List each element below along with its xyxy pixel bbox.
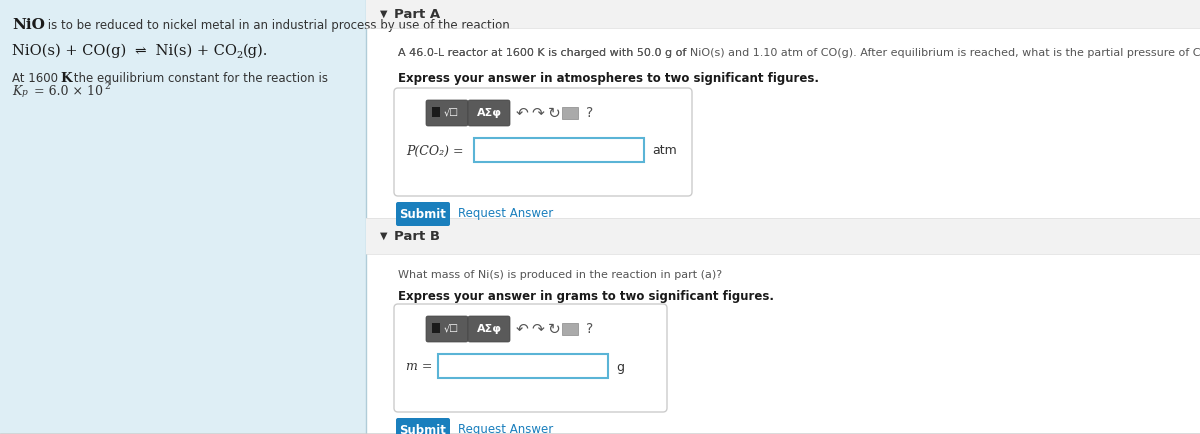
- Bar: [438, 354, 608, 378]
- Text: Request Answer: Request Answer: [458, 207, 553, 220]
- Text: Ni(s) + CO: Ni(s) + CO: [151, 44, 238, 58]
- Text: ?: ?: [587, 106, 594, 120]
- Text: Part B: Part B: [394, 230, 440, 243]
- Text: A 46.0-L reactor at 1600 K is charged with 50.0 g of: A 46.0-L reactor at 1600 K is charged wi…: [398, 48, 690, 58]
- Text: 2: 2: [104, 82, 109, 91]
- Text: Express your answer in atmospheres to two significant figures.: Express your answer in atmospheres to tw…: [398, 72, 818, 85]
- Text: is to be reduced to nickel metal in an industrial process by use of the reaction: is to be reduced to nickel metal in an i…: [44, 19, 510, 32]
- Text: Submit: Submit: [400, 424, 446, 434]
- Text: K: K: [60, 72, 72, 85]
- FancyBboxPatch shape: [468, 316, 510, 342]
- Text: ↶: ↶: [516, 105, 528, 121]
- Bar: [562, 323, 578, 335]
- Text: ↶: ↶: [516, 322, 528, 336]
- Text: AΣφ: AΣφ: [476, 108, 502, 118]
- Text: NiO: NiO: [12, 18, 44, 32]
- Text: √☐: √☐: [444, 108, 458, 118]
- Bar: [562, 107, 578, 119]
- Text: Submit: Submit: [400, 207, 446, 220]
- FancyBboxPatch shape: [426, 316, 468, 342]
- Text: ↷: ↷: [532, 105, 545, 121]
- Text: ↻: ↻: [547, 322, 560, 336]
- Text: Request Answer: Request Answer: [458, 424, 553, 434]
- Bar: [432, 323, 440, 333]
- FancyBboxPatch shape: [396, 418, 450, 434]
- Text: What mass of Ni(s) is produced in the reaction in part (a)?: What mass of Ni(s) is produced in the re…: [398, 270, 722, 280]
- Text: Express your answer in grams to two significant figures.: Express your answer in grams to two sign…: [398, 290, 774, 303]
- Text: = 6.0 × 10: = 6.0 × 10: [30, 85, 103, 98]
- FancyBboxPatch shape: [396, 202, 450, 226]
- Bar: [474, 138, 644, 162]
- Text: ↷: ↷: [532, 322, 545, 336]
- Bar: [366, 0, 1200, 28]
- Text: NiO(s) + CO(g): NiO(s) + CO(g): [12, 44, 126, 59]
- FancyBboxPatch shape: [394, 304, 667, 412]
- Text: atm: atm: [652, 145, 677, 158]
- Text: g: g: [616, 361, 624, 374]
- Text: ↻: ↻: [547, 105, 560, 121]
- Text: (g).: (g).: [242, 44, 269, 59]
- Text: A 46.0-L reactor at 1600 K is charged with 50.0 g of NiO(s) and 1.10 atm of CO(g: A 46.0-L reactor at 1600 K is charged wi…: [398, 48, 1200, 58]
- Text: P(CO₂) =: P(CO₂) =: [406, 145, 463, 158]
- Text: ?: ?: [587, 322, 594, 336]
- Text: ▼: ▼: [380, 231, 388, 241]
- Text: √☐: √☐: [444, 324, 458, 334]
- FancyBboxPatch shape: [468, 100, 510, 126]
- Text: AΣφ: AΣφ: [476, 324, 502, 334]
- Text: Part A: Part A: [394, 7, 440, 20]
- Bar: [0, 0, 366, 434]
- FancyBboxPatch shape: [394, 88, 692, 196]
- Text: 2: 2: [236, 51, 242, 60]
- Text: m =: m =: [406, 361, 432, 374]
- Text: the equilibrium constant for the reaction is: the equilibrium constant for the reactio…: [70, 72, 331, 85]
- FancyBboxPatch shape: [426, 100, 468, 126]
- Bar: [432, 107, 440, 117]
- Text: ⇌: ⇌: [134, 44, 146, 58]
- Text: ▼: ▼: [380, 9, 388, 19]
- Text: K: K: [12, 85, 22, 98]
- Bar: [366, 218, 1200, 254]
- Text: At 1600: At 1600: [12, 72, 61, 85]
- Text: p: p: [22, 88, 28, 97]
